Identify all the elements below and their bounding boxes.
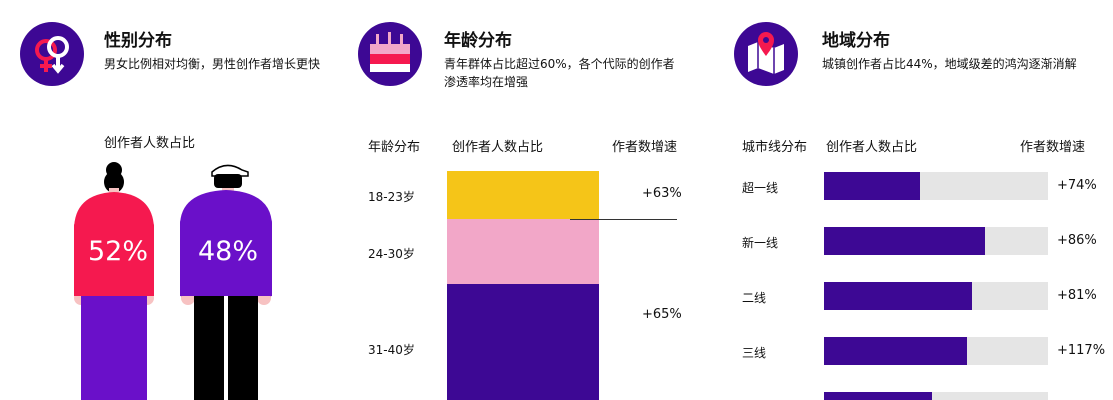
city-tier-label: 三线: [742, 346, 767, 360]
gender-icon-circle: [20, 22, 84, 86]
region-icon-circle: [734, 22, 798, 86]
city-growth-label: +117%: [1057, 343, 1106, 358]
age-icon-circle: [358, 22, 422, 86]
city-bar-fill: [824, 227, 986, 255]
female-share-label: 52%: [88, 236, 149, 267]
male-share-label: 48%: [198, 236, 259, 267]
region-section-desc: 城镇创作者占比44%，地域级差的鸿沟逐渐消解: [822, 57, 1077, 71]
city-tier-col-header: 城市线分布: [742, 140, 808, 155]
city-growth-label: +81%: [1057, 288, 1097, 303]
city-growth-label: +74%: [1057, 178, 1097, 193]
age-section-title: 年龄分布: [444, 31, 512, 51]
city-bar-fill: [824, 392, 932, 400]
city-bar-fill: [824, 282, 972, 310]
age-share-col-header: 创作者人数占比: [452, 140, 544, 155]
gender-section-title: 性别分布: [104, 31, 172, 51]
city-bar-fill: [824, 337, 968, 365]
gender-section-desc: 男女比例相对均衡，男性创作者增长更快: [104, 57, 321, 71]
age-bar-18-23: [447, 171, 599, 219]
city-bar-track: [824, 392, 1048, 400]
age-bar-31-40: [447, 284, 599, 400]
age-label-24-30: 24-30岁: [368, 247, 415, 261]
map-pin-icon: [748, 32, 784, 74]
city-bar-fill: [824, 172, 921, 200]
city-tier-label: 超一线: [742, 181, 779, 195]
age-label-18-23: 18-23岁: [368, 190, 415, 204]
age-divider-line: [570, 219, 677, 220]
city-share-col-header: 创作者人数占比: [826, 140, 918, 155]
age-bar-24-30: [447, 219, 599, 284]
male-figure: [180, 164, 272, 400]
age-growth-31-40: +65%: [642, 307, 682, 322]
age-section-desc-line2: 渗透率均在增强: [444, 75, 529, 89]
age-section-desc-line1: 青年群体占比超过60%，各个代际的创作者: [444, 57, 675, 71]
age-col-header: 年龄分布: [368, 140, 421, 155]
age-label-31-40: 31-40岁: [368, 343, 415, 357]
gender-subtitle: 创作者人数占比: [104, 136, 196, 151]
age-growth-col-header: 作者数增速: [612, 140, 678, 155]
age-growth-18-23: +63%: [642, 186, 682, 201]
gender-symbols-icon: [35, 36, 69, 74]
city-growth-col-header: 作者数增速: [1020, 140, 1086, 155]
city-tier-label: 新一线: [742, 236, 779, 250]
female-figure: [74, 162, 154, 400]
city-tier-label: 二线: [742, 291, 767, 305]
birthday-cake-icon: [370, 32, 410, 72]
region-section-title: 地域分布: [822, 31, 890, 51]
city-growth-label: +86%: [1057, 233, 1097, 248]
